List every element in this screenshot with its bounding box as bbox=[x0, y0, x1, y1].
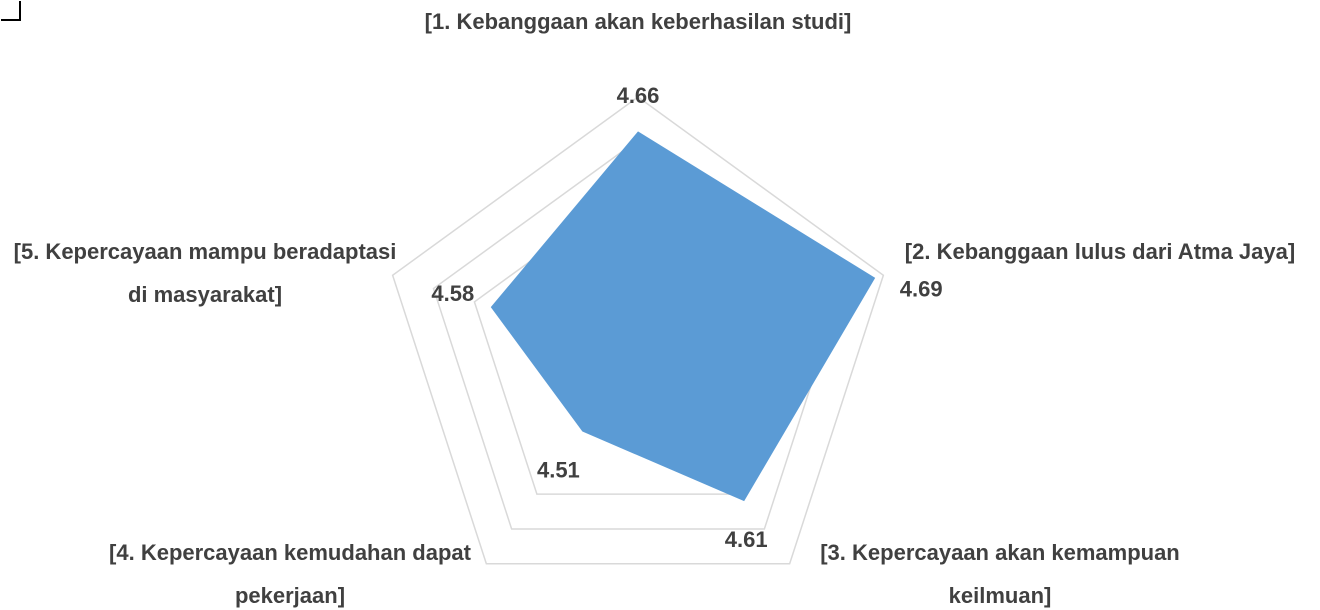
data-label: 4.66 bbox=[617, 83, 660, 108]
corner-mark bbox=[1, 1, 21, 21]
data-label: 4.51 bbox=[537, 457, 580, 482]
category-label: [4. Kepercayaan kemudahan dapat pekerjaa… bbox=[109, 540, 471, 608]
category-label: [3. Kepercayaan akan kemampuan keilmuan] bbox=[820, 540, 1180, 608]
data-label: 4.69 bbox=[900, 277, 943, 302]
data-label: 4.58 bbox=[431, 281, 474, 306]
category-label: [2. Kebanggaan lulus dari Atma Jaya] bbox=[904, 239, 1296, 264]
grid-ring bbox=[391, 96, 885, 565]
data-area bbox=[490, 131, 876, 502]
category-label: [1. Kebanggaan akan keberhasilan studi] bbox=[424, 9, 852, 34]
category-label: [5. Kepercayaan mampu beradaptasi di mas… bbox=[13, 239, 397, 307]
data-label: 4.61 bbox=[725, 527, 768, 552]
